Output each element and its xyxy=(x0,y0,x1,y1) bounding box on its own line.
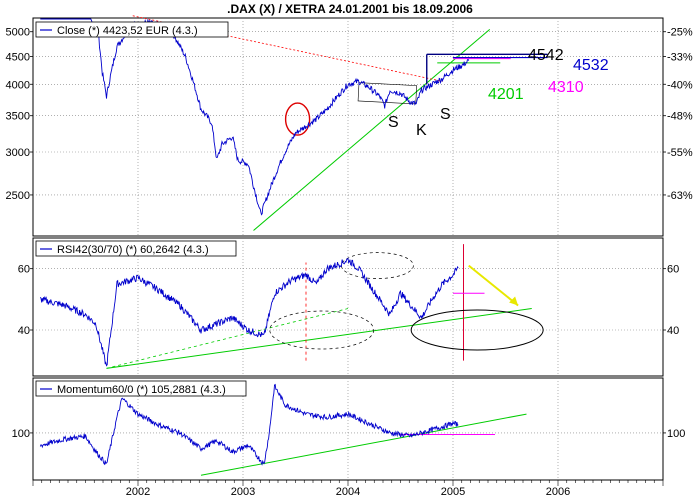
y-tick-left: 2500 xyxy=(6,190,30,202)
y-tick-right: 100 xyxy=(667,428,685,440)
annotation-4201: 4201 xyxy=(488,86,524,103)
y-tick-left: 3000 xyxy=(6,147,30,159)
y-tick-right: -63% xyxy=(667,190,693,202)
series-line-price xyxy=(40,18,470,216)
price-legend-label: Close (*) 4423,52 EUR (4.3.) xyxy=(57,25,198,37)
rsi-dashed-ellipse-low xyxy=(269,310,375,350)
y-tick-left: 4500 xyxy=(6,52,30,64)
rsi-trend-line xyxy=(106,308,532,369)
series-line-rsi xyxy=(39,257,459,367)
y-tick-right: -55% xyxy=(667,147,693,159)
annotation-s-right: S xyxy=(440,106,451,123)
rsi-legend: RSI42(30/70) (*) 60,2642 (4.3.) xyxy=(35,240,237,257)
gridlines xyxy=(33,18,663,480)
price-legend: Close (*) 4423,52 EUR (4.3.) xyxy=(35,21,229,38)
y-tick-left: 100 xyxy=(12,428,30,440)
data-series xyxy=(39,18,470,466)
y-tick-left: 3500 xyxy=(6,111,30,123)
x-tick-label-2005: 2005 xyxy=(441,486,465,498)
momentum-legend: Momentum60/0 (*) 105,2881 (4.3.) xyxy=(35,380,247,397)
y-tick-left: 40 xyxy=(18,325,30,337)
annotation-s-left: S xyxy=(388,114,399,131)
series-line-momentum xyxy=(39,383,459,466)
y-tick-left: 4000 xyxy=(6,79,30,91)
tick-labels: 2002 2003 2004 2005 2006 5000 -25% 4500 -33% 4000… xyxy=(6,27,693,498)
y-tick-right: -25% xyxy=(667,27,693,39)
rsi-yellow-arrow xyxy=(468,264,519,307)
annotation-k: K xyxy=(416,122,427,139)
annotation-4542: 4542 xyxy=(528,47,564,64)
momentum-legend-label: Momentum60/0 (*) 105,2881 (4.3.) xyxy=(57,384,226,396)
sks-box xyxy=(357,82,418,105)
y-tick-left: 60 xyxy=(18,264,30,276)
y-tick-right: -40% xyxy=(667,79,693,91)
rsi-solid-ellipse xyxy=(410,309,544,351)
rsi-yellow-arrowhead xyxy=(509,296,519,306)
y-tick-right: 60 xyxy=(667,264,679,276)
x-tick-label-2004: 2004 xyxy=(336,486,360,498)
y-tick-right: -48% xyxy=(667,111,693,123)
chart-title: .DAX (X) / XETRA 24.01.2001 bis 18.09.20… xyxy=(227,2,473,16)
rsi-dashed-ellipse-high xyxy=(341,252,414,279)
momentum-trend-line xyxy=(200,413,527,476)
x-tick-label-2006: 2006 xyxy=(546,486,570,498)
annotation-4532: 4532 xyxy=(573,57,609,74)
y-tick-right: -33% xyxy=(667,52,693,64)
x-tick-label-2003: 2003 xyxy=(231,486,255,498)
y-tick-right: 40 xyxy=(667,325,679,337)
y-tick-left: 5000 xyxy=(6,27,30,39)
rsi-legend-label: RSI42(30/70) (*) 60,2642 (4.3.) xyxy=(57,244,209,256)
red-circle-marker xyxy=(284,102,311,136)
annotation-4310: 4310 xyxy=(548,79,584,96)
x-tick-label-2002: 2002 xyxy=(126,486,150,498)
